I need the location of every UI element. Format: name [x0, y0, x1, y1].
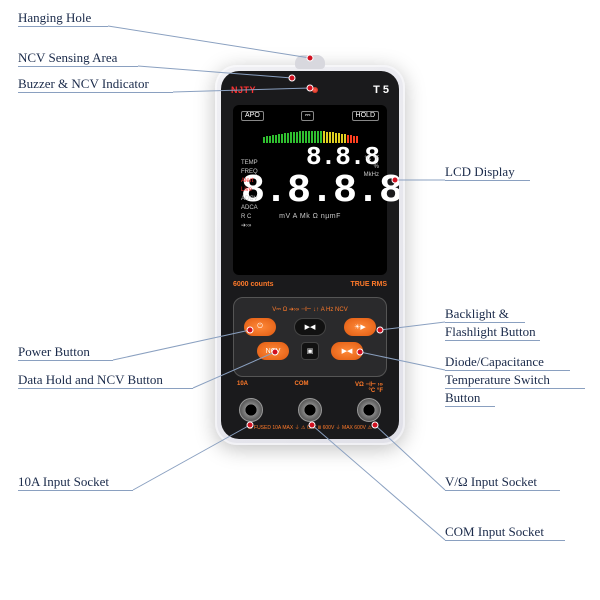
- lcd-display: APO ⎓ HOLD TEMP FREQ Alert Live ADCV ADC…: [233, 105, 387, 275]
- callout-underline: [445, 540, 565, 541]
- port-label-10a: 10A: [237, 381, 248, 394]
- device-body: NJTY T 5 APO ⎓ HOLD TEMP FREQ Alert Live…: [221, 71, 399, 439]
- counts-label: 6000 counts: [233, 281, 273, 288]
- lcd-units-large: mV A Mk Ω nµmF: [241, 213, 379, 220]
- brand-label: NJTY: [231, 85, 256, 95]
- callout-label: V/Ω Input Socket: [445, 474, 537, 490]
- callout-label: Data Hold and NCV Button: [18, 372, 163, 388]
- lcd-side-labels: TEMP FREQ Alert Live ADCV ADCA R C ➔›»: [241, 159, 258, 231]
- callout-label: NCV Sensing Area: [18, 50, 117, 66]
- lcd-status-row: APO ⎓ HOLD: [241, 111, 379, 121]
- true-rms-label: TRUE RMS: [350, 281, 387, 288]
- callout-underline: [445, 370, 570, 371]
- callout-label: Button: [445, 390, 480, 406]
- port-label-v-ohm: VΩ ⊣⊢ ›» °C °F: [355, 381, 383, 394]
- callout-label: Buzzer & NCV Indicator: [18, 76, 149, 92]
- callout-underline: [18, 360, 113, 361]
- lcd-digits-small: 8.8.8: [241, 145, 379, 169]
- power-button[interactable]: ⏻: [244, 318, 276, 336]
- lcd-hold: HOLD: [352, 111, 379, 121]
- button-icons-row: V⎓ Ω ➔›» ⊣⊢ ↓↑ A Hz NCV: [244, 306, 376, 314]
- multimeter-device: NJTY T 5 APO ⎓ HOLD TEMP FREQ Alert Live…: [215, 65, 405, 445]
- callout-underline: [18, 26, 108, 27]
- callout-label: Flashlight Button: [445, 324, 536, 340]
- callout-underline: [445, 322, 525, 323]
- select-button[interactable]: ▶◀: [294, 318, 326, 336]
- callout-label: Hanging Hole: [18, 10, 91, 26]
- lcd-battery-icon: ⎓: [301, 111, 315, 121]
- callout-label: Backlight &: [445, 306, 509, 322]
- model-label: T 5: [373, 84, 389, 96]
- callout-underline: [18, 490, 133, 491]
- socket-com[interactable]: [298, 398, 322, 422]
- hold-button[interactable]: ▣: [301, 342, 319, 360]
- lcd-analog-arc: [241, 125, 379, 143]
- callout-label: Power Button: [18, 344, 90, 360]
- port-warnings: ⚠ FUSED 10A MAX ⏚ ⚠ CAT Ⅲ 600V ⏚ MAX 600…: [233, 424, 387, 431]
- socket-v-ohm[interactable]: [357, 398, 381, 422]
- hanging-hole: [295, 55, 325, 69]
- callout-underline: [445, 490, 560, 491]
- diode-temp-button[interactable]: ▶◀: [331, 342, 363, 360]
- ncv-indicator-led: [312, 87, 318, 93]
- callout-underline: [445, 180, 530, 181]
- port-label-com: COM: [295, 381, 309, 394]
- port-area: 10A COM VΩ ⊣⊢ ›» °C °F ⚠ FUSED 10A MAX ⏚…: [233, 381, 387, 429]
- callout-underline: [18, 388, 193, 389]
- socket-10a[interactable]: [239, 398, 263, 422]
- device-topbar: NJTY T 5: [231, 81, 389, 99]
- lcd-apo: APO: [241, 111, 264, 121]
- callout-label: COM Input Socket: [445, 524, 544, 540]
- button-panel: V⎓ Ω ➔›» ⊣⊢ ↓↑ A Hz NCV ⏻ ▶◀ ☀▶ NCV ▣ ▶◀: [233, 297, 387, 377]
- counts-row: 6000 counts TRUE RMS: [233, 281, 387, 288]
- callout-label: LCD Display: [445, 164, 515, 180]
- lcd-digits-large: 8.8.8.8: [241, 173, 379, 211]
- callout-label: Temperature Switch: [445, 372, 550, 388]
- backlight-button[interactable]: ☀▶: [344, 318, 376, 336]
- ncv-button[interactable]: NCV: [257, 342, 289, 360]
- callout-label: 10A Input Socket: [18, 474, 109, 490]
- callout-underline: [18, 66, 138, 67]
- lcd-units-small: °C °F % MkHz: [364, 155, 379, 179]
- callout-label: Diode/Capacitance: [445, 354, 544, 370]
- callout-underline: [18, 92, 173, 93]
